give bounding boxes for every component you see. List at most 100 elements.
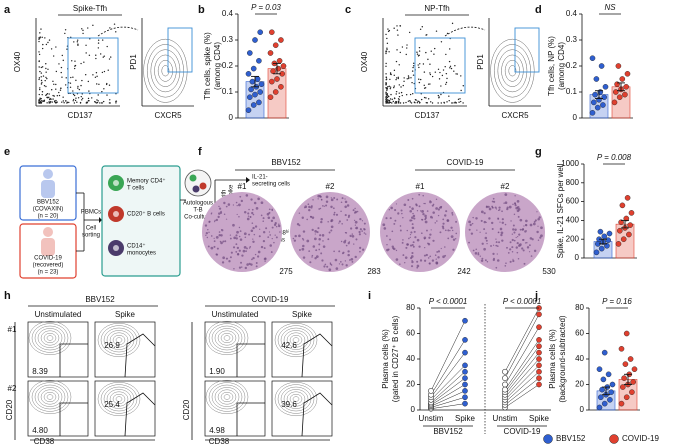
spot	[486, 260, 489, 263]
data-point	[462, 317, 468, 324]
flow-frame	[27, 321, 89, 378]
spot	[218, 234, 221, 237]
spot	[444, 254, 447, 257]
event-dot	[419, 63, 421, 65]
data-point	[428, 387, 434, 394]
event-dot	[411, 81, 413, 84]
spot	[251, 258, 253, 261]
panel-label: j	[534, 290, 538, 302]
spot	[257, 255, 260, 258]
spot	[411, 207, 414, 210]
event-dot	[398, 95, 401, 98]
event-dot	[74, 99, 77, 102]
event-dot	[42, 100, 44, 102]
annotation: NS	[604, 3, 616, 12]
contour	[292, 337, 300, 343]
event-dot	[41, 93, 43, 96]
spot	[321, 234, 325, 237]
pair-line	[504, 377, 540, 406]
spot	[514, 228, 517, 231]
event-dot	[433, 53, 435, 55]
spot	[510, 220, 512, 222]
spot	[518, 233, 521, 236]
spot	[272, 216, 275, 220]
data-point	[502, 375, 508, 382]
spot	[238, 216, 240, 218]
gate-percentage: 39.6	[281, 400, 297, 409]
axis-label: PD1	[129, 54, 138, 70]
data-point	[268, 78, 275, 85]
spot	[338, 250, 341, 253]
spot	[324, 263, 327, 266]
spot	[260, 245, 264, 249]
contour	[501, 54, 524, 87]
spot	[338, 220, 341, 223]
spot	[351, 260, 354, 263]
cell-icon	[192, 185, 200, 193]
data-point	[613, 89, 619, 95]
spot	[351, 233, 354, 235]
data-point	[607, 396, 613, 403]
spot-count: 275	[279, 267, 293, 276]
spot	[476, 229, 478, 231]
event-dot	[68, 101, 70, 104]
data-point	[246, 50, 253, 56]
spot	[262, 239, 266, 243]
spot	[273, 241, 275, 244]
spot	[330, 229, 333, 232]
spot	[235, 250, 238, 253]
event-dot	[52, 80, 54, 83]
spot	[218, 207, 222, 210]
spot	[407, 199, 410, 201]
cohort-text: BBV152	[37, 200, 60, 206]
label: Memory CD4⁺	[127, 178, 166, 185]
spot	[345, 231, 348, 234]
spot	[222, 256, 225, 260]
spot	[317, 198, 319, 200]
event-dot	[434, 71, 437, 73]
spot	[252, 256, 255, 260]
y-tick-label: 0.2	[222, 61, 234, 70]
event-dot	[44, 79, 46, 82]
pair-line	[430, 339, 466, 395]
spot	[308, 208, 311, 212]
event-dot	[391, 102, 393, 104]
spot	[306, 239, 310, 243]
event-dot	[393, 74, 396, 76]
spot	[522, 238, 525, 241]
spot	[250, 263, 253, 266]
spot	[316, 231, 319, 234]
spot	[402, 239, 404, 241]
spot	[255, 262, 258, 264]
event-dot	[429, 72, 431, 74]
spot	[270, 219, 274, 223]
spot	[409, 256, 413, 260]
spot	[301, 247, 305, 251]
spot	[529, 223, 533, 227]
spot	[333, 211, 336, 214]
spot	[354, 224, 357, 226]
panel-label: g	[535, 146, 542, 158]
spot	[308, 205, 311, 209]
event-dot	[101, 90, 103, 93]
spot	[239, 195, 242, 198]
spot	[517, 235, 519, 238]
annotation: P < 0.0001	[503, 297, 542, 306]
spot	[475, 248, 478, 251]
group-label: BBV152	[271, 158, 301, 167]
spot	[314, 233, 316, 235]
event-dot	[41, 66, 44, 68]
y-tick-label: 40	[575, 354, 584, 363]
spot	[514, 204, 517, 207]
spot	[495, 244, 498, 247]
contour	[46, 335, 54, 341]
event-dot	[388, 51, 390, 53]
event-dot	[407, 100, 410, 102]
spot	[244, 236, 247, 239]
event-dot	[77, 43, 79, 45]
spot	[236, 230, 239, 234]
spot	[246, 217, 250, 221]
spot	[208, 221, 211, 223]
cohort-text: (n = 23)	[38, 270, 59, 276]
flow-frame	[204, 380, 266, 437]
